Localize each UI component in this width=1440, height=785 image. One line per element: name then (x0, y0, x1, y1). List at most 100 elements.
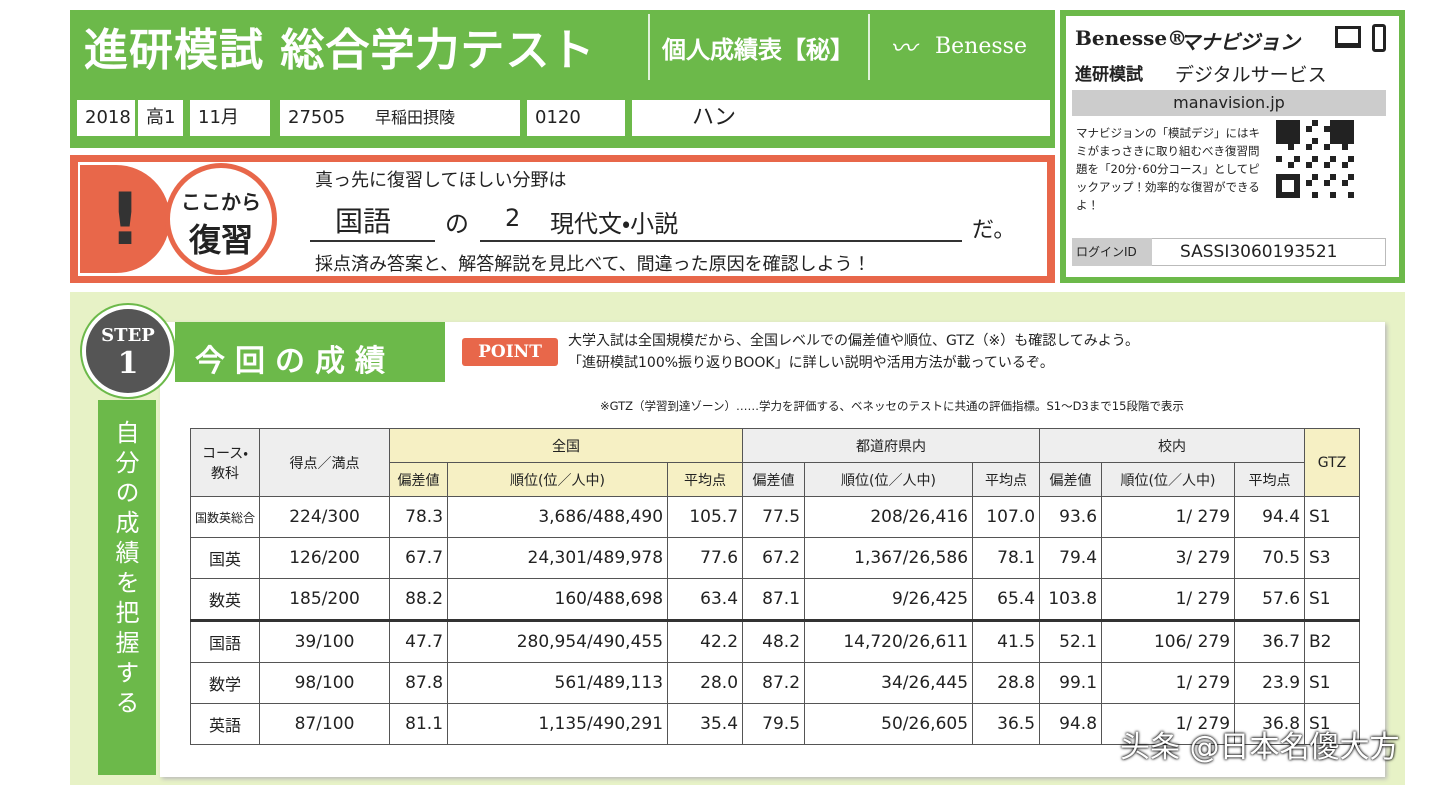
cell: 79.4 (1039, 537, 1103, 579)
cell: 36.8 (1234, 703, 1306, 745)
review-ending: だ。 (972, 218, 1016, 243)
cell: 81.1 (389, 703, 449, 745)
cell: 94.4 (1234, 496, 1306, 538)
qr-cell (1324, 180, 1330, 186)
group-header: 校内 (1039, 428, 1306, 463)
sub-header: 偏差値 (742, 462, 806, 497)
cell: S1 (1304, 703, 1361, 745)
qr-cell (1324, 144, 1330, 150)
step-badge: STEP 1 (82, 305, 174, 397)
side-description: マナビジョンの「模試デジ」にはキミがまっさきに取り組むべき復習問題を「20分･6… (1076, 126, 1260, 212)
qr-cell (1336, 120, 1342, 126)
badge-bottom: 復習 (188, 221, 253, 259)
cell: 数英 (189, 578, 261, 621)
data-row: 英語 87/100 81.1 1,135/490,291 35.4 79.5 50/26,6… (189, 703, 1361, 745)
data-row: 国語 39/100 47.7 280,954/490,455 42.2 48.2 14,72… (189, 619, 1361, 663)
qr-cell (1312, 192, 1318, 198)
review-particle: の (445, 210, 469, 238)
qr-cell (1294, 192, 1300, 198)
cell: 1/ 279 (1101, 578, 1236, 621)
qr-cell (1312, 156, 1318, 162)
sub-header: 平均点 (1234, 462, 1306, 497)
qr-code (1276, 120, 1354, 198)
info-value: 2018 (77, 100, 135, 136)
cell: 47.7 (389, 619, 449, 663)
side-service: マナビジョン (1180, 30, 1300, 54)
info-value: ハン (632, 100, 1050, 136)
cell: 数学 (189, 662, 261, 704)
point-line: 大学入試は全国規模だから、全国レベルでの偏差値や順位、GTZ（※）も確認してみよ… (568, 333, 1139, 349)
cell: 35.4 (667, 703, 744, 745)
info-value: 27505 (280, 100, 520, 136)
cell: 1/ 279 (1101, 703, 1236, 745)
brand-logo: 〰 (890, 34, 917, 64)
pc-icon (1335, 26, 1361, 48)
qr-cell (1342, 126, 1348, 132)
sub-header: 偏差値 (389, 462, 449, 497)
cell: 78.3 (389, 496, 449, 538)
qr-cell (1330, 126, 1336, 132)
qr-cell (1294, 180, 1300, 186)
sub-header: 順位(位／人中) (1101, 462, 1236, 497)
info-value: 11月 (190, 100, 270, 136)
data-row: 数英 185/200 88.2 160/488,698 63.4 87.1 9/26,425… (189, 578, 1361, 621)
cell: 41.5 (972, 619, 1041, 663)
cell: 1,135/490,291 (447, 703, 669, 745)
separator (648, 14, 650, 80)
qr-cell (1282, 132, 1288, 138)
gtz-note: ※GTZ（学習到達ゾーン）……学力を評価する、ベネッセのテストに共通の評価指標。… (600, 399, 1184, 413)
qr-cell (1282, 126, 1288, 132)
side-text: 自分の成績を把握する (111, 420, 139, 720)
cell: 14,720/26,611 (804, 619, 974, 663)
cell: B2 (1304, 619, 1361, 663)
qr-cell (1324, 126, 1330, 132)
qr-cell (1330, 120, 1336, 126)
cell: 87.2 (742, 662, 806, 704)
cell: 93.6 (1039, 496, 1103, 538)
cell: 1/ 279 (1101, 662, 1236, 704)
qr-cell (1294, 156, 1300, 162)
qr-cell (1306, 180, 1312, 186)
qr-cell (1276, 138, 1282, 144)
review-badge: ここから 復習 (165, 163, 277, 275)
qr-cell (1276, 192, 1282, 198)
side-brand: Benesse® (1075, 26, 1188, 50)
cell: 67.2 (742, 537, 806, 579)
point-label: POINT (462, 338, 558, 366)
qr-cell (1342, 138, 1348, 144)
step-number: 1 (117, 346, 139, 381)
step-title: 今回の成績 (175, 322, 445, 382)
qr-cell (1288, 144, 1294, 150)
qr-cell (1282, 120, 1288, 126)
qr-cell (1348, 132, 1354, 138)
cell: 9/26,425 (804, 578, 974, 621)
cell: 24,301/489,978 (447, 537, 669, 579)
qr-cell (1306, 162, 1312, 168)
cell: 126/200 (259, 537, 391, 579)
cell: 3,686/488,490 (447, 496, 669, 538)
cell: 77.6 (667, 537, 744, 579)
cell: 1/ 279 (1101, 496, 1236, 538)
cell: 48.2 (742, 619, 806, 663)
qr-cell (1342, 162, 1348, 168)
cell: 160/488,698 (447, 578, 669, 621)
qr-cell (1294, 138, 1300, 144)
cell: 28.8 (972, 662, 1041, 704)
cell: 65.4 (972, 578, 1041, 621)
qr-cell (1306, 126, 1312, 132)
underline (310, 240, 435, 242)
review-instruction: 採点済み答案と、解答解説を見比べて、間違った原因を確認しよう！ (315, 254, 871, 275)
cell: 42.2 (667, 619, 744, 663)
qr-cell (1342, 144, 1348, 150)
qr-cell (1276, 120, 1282, 126)
cell: 185/200 (259, 578, 391, 621)
cell: 63.4 (667, 578, 744, 621)
qr-cell (1282, 138, 1288, 144)
brand: Benesse (935, 34, 1027, 59)
qr-cell (1312, 174, 1318, 180)
qr-cell (1294, 186, 1300, 192)
qr-cell (1294, 132, 1300, 138)
sub-header: 平均点 (667, 462, 744, 497)
qr-cell (1294, 174, 1300, 180)
qr-cell (1342, 120, 1348, 126)
